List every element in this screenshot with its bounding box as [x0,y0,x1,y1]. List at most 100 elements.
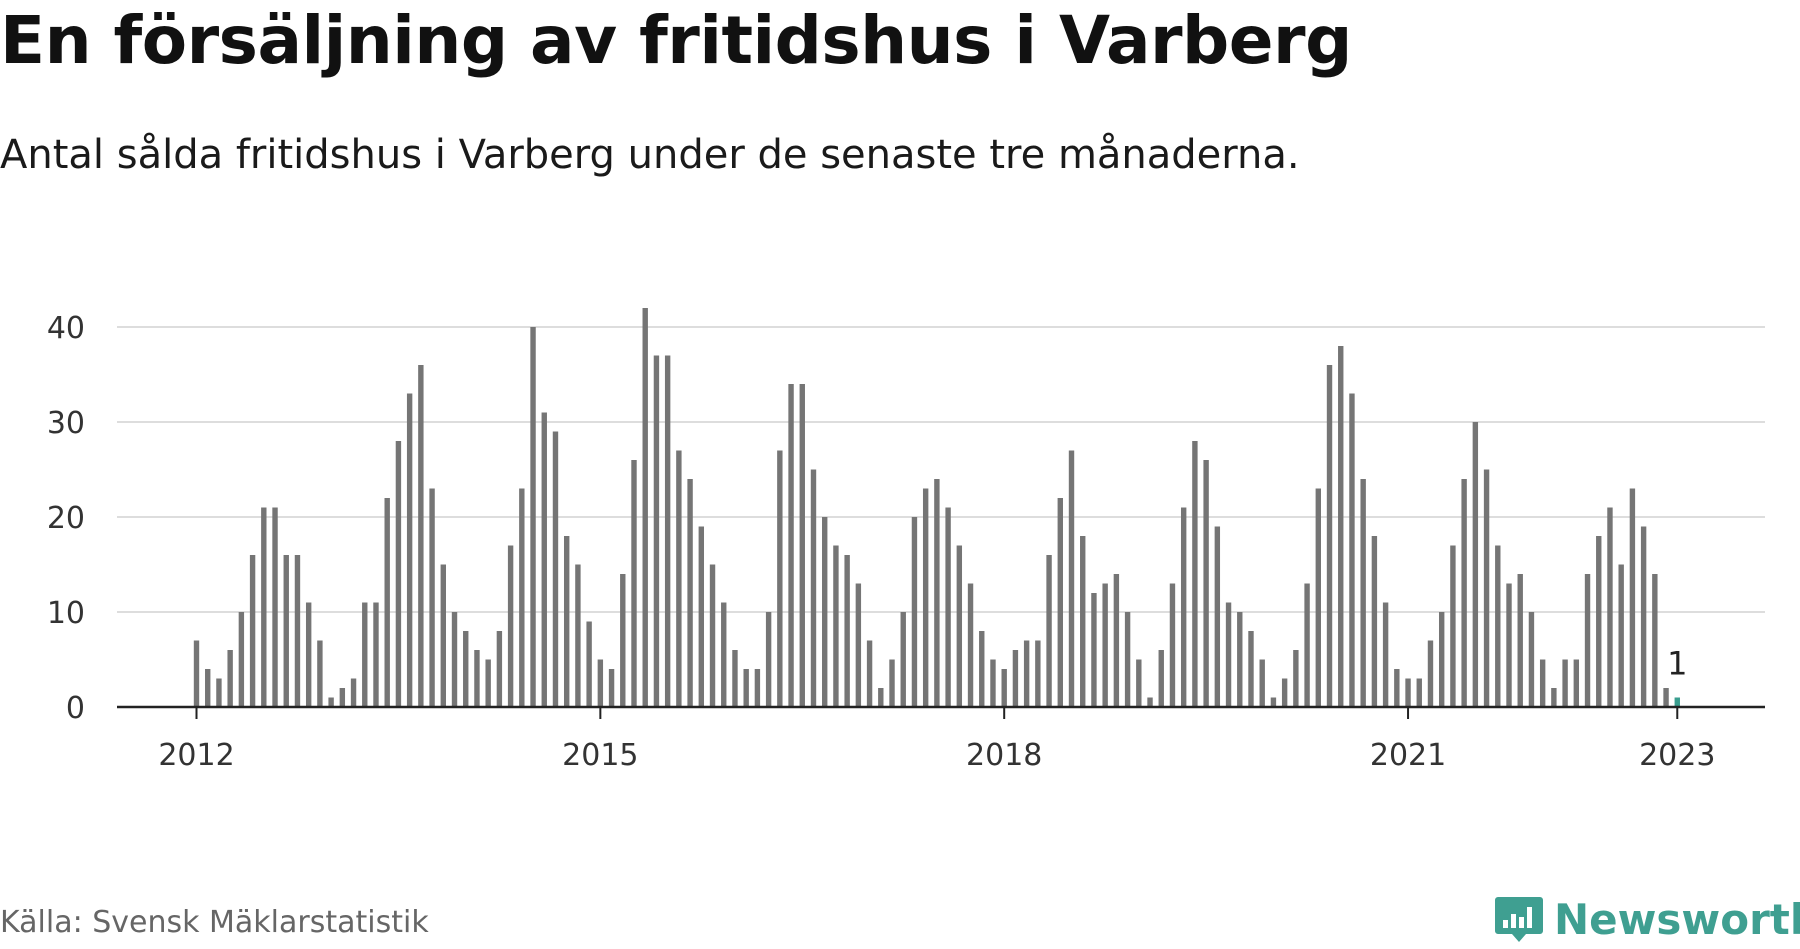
y-tick-label: 40 [47,311,85,346]
bar [1506,583,1512,707]
bar [1169,583,1176,707]
bar [979,631,985,707]
bar [911,517,918,707]
bar [575,564,581,707]
bars [193,308,1680,707]
bar [687,479,693,707]
bar [721,602,727,707]
bar [799,384,805,707]
bar [1102,583,1108,707]
bar [732,650,738,707]
bar [1405,678,1411,707]
y-tick-label: 10 [47,596,85,631]
bar [586,621,592,707]
bar [743,669,749,707]
bar [1248,631,1254,707]
bar [1640,526,1647,707]
bar [362,602,368,707]
bar [350,678,357,707]
bar [900,612,906,707]
bar [597,659,604,707]
bar [990,659,996,707]
y-tick-label: 30 [47,406,85,441]
bar [934,479,940,707]
bar [193,640,200,707]
bar [272,507,278,707]
bar [855,583,862,707]
bar [642,308,648,707]
bar [1360,479,1366,707]
x-tick-label: 2018 [966,738,1042,773]
bar [496,631,503,707]
bar [1136,659,1142,707]
bar [339,688,346,707]
bar [1046,555,1052,707]
bar [1652,574,1658,707]
bar [1113,574,1120,707]
bar [1203,460,1209,707]
bar [620,574,626,707]
bar [765,612,772,707]
bar [227,650,233,707]
bar [1023,640,1030,707]
bar [698,526,705,707]
bar [844,555,850,707]
y-tick-label: 20 [47,501,85,536]
bar [1192,441,1198,707]
bar [1293,650,1299,707]
bar [238,612,245,707]
bar [552,431,559,707]
bar [1461,479,1467,707]
chart-title: En försäljning av fritidshus i Varberg [0,2,1352,79]
bar [1214,526,1221,707]
bar [1147,697,1153,707]
bar [1035,640,1041,707]
bar [563,536,570,707]
bar [664,355,671,707]
bar [1124,612,1131,707]
bar [429,488,435,707]
bar [922,488,929,707]
bar [1551,688,1557,707]
bar [1326,365,1333,707]
bar [451,612,458,707]
newsworthy-logo-icon [1495,897,1543,942]
bar [1270,697,1277,707]
bar [294,555,301,707]
bar [1371,536,1378,707]
bar-chart: 0 10 20 30 40 2012 2015 2018 2021 2023 1 [47,308,1765,773]
bar [1057,498,1063,707]
bar [418,365,424,707]
bar [631,460,637,707]
bar [1528,612,1535,707]
bar [1281,678,1288,707]
bar [1517,574,1523,707]
bar [283,555,289,707]
bar [1338,346,1344,707]
bar [1068,450,1075,707]
bar [1663,688,1669,707]
bar [216,678,222,707]
bar [1091,593,1097,707]
x-axis: 2012 2015 2018 2021 2023 [117,705,1765,773]
bar [945,507,951,707]
annotations: 1 [1667,645,1687,683]
x-tick-label: 2021 [1370,738,1446,773]
bar [1584,574,1591,707]
bar [788,384,794,707]
bar [373,602,379,707]
bar [1416,678,1422,707]
x-tick-label: 2012 [158,738,234,773]
bar [967,583,974,707]
bar [653,355,660,707]
newsworthy-logo: Newsworthy [1494,889,1800,949]
bar [1158,650,1164,707]
bar [395,441,402,707]
source-note: Källa: Svensk Mäklarstatistik [0,905,429,940]
bar [249,555,256,707]
bar [1225,602,1232,707]
bar [507,545,514,707]
bar [1618,564,1624,707]
bar [541,412,547,707]
bar [530,327,536,707]
